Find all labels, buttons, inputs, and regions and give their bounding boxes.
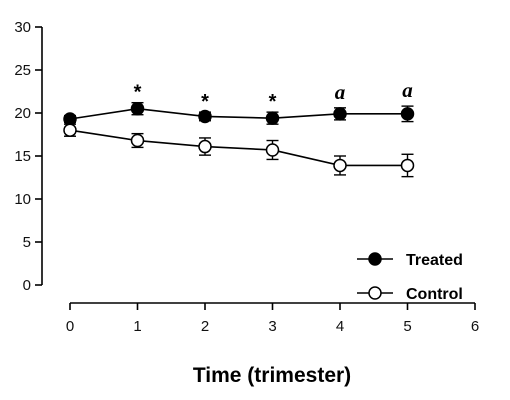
- data-point-control: [130, 133, 145, 148]
- significance-letter: a: [402, 78, 413, 102]
- y-tick-label: 30: [14, 19, 31, 36]
- axes: 0 5 10 15 20 25 30 0 1 2 3 4 5 6: [14, 19, 479, 335]
- legend-label-treated: Treated: [406, 252, 463, 269]
- legend-marker-treated: [368, 252, 382, 266]
- x-tick-label: 4: [336, 318, 344, 335]
- series-control: [63, 123, 415, 178]
- significance-star: *: [134, 82, 142, 104]
- x-tick-label: 1: [133, 318, 141, 335]
- y-tick-label: 25: [14, 62, 31, 79]
- data-point-treated: [198, 109, 212, 124]
- data-point-treated: [333, 107, 347, 121]
- x-tick-label: 0: [66, 318, 74, 335]
- legend-marker-control: [368, 286, 382, 300]
- significance-star: *: [201, 91, 209, 113]
- data-point-control: [198, 139, 212, 154]
- data-point-treated: [265, 111, 280, 125]
- legend-label-control: Control: [406, 286, 463, 303]
- x-tick-label: 6: [471, 318, 479, 335]
- data-point-treated: [400, 107, 415, 121]
- y-tick-label: 20: [14, 105, 31, 122]
- y-tick-label: 10: [14, 191, 31, 208]
- data-point-control: [265, 143, 280, 157]
- significance-annotations: * * * a a: [134, 78, 413, 113]
- series-line-treated: [69, 107, 408, 120]
- data-point-control: [333, 158, 347, 173]
- y-tick-label: 0: [23, 277, 31, 294]
- data-point-treated: [63, 112, 77, 126]
- data-point-treated: [130, 101, 145, 116]
- x-tick-label: 3: [268, 318, 276, 335]
- data-point-control: [400, 158, 415, 173]
- series-treated: [63, 101, 415, 126]
- series-line-control: [69, 129, 408, 167]
- x-tick-label: 5: [403, 318, 411, 335]
- series-group: [63, 101, 415, 178]
- y-tick-label: 15: [14, 148, 31, 165]
- significance-star: *: [269, 91, 277, 113]
- x-tick-label: 2: [201, 318, 209, 335]
- legend: Treated Control: [357, 252, 463, 303]
- significance-letter: a: [335, 80, 346, 104]
- data-point-control: [63, 123, 77, 137]
- y-tick-label: 5: [23, 234, 31, 251]
- x-axis-title: Time (trimester): [193, 364, 351, 387]
